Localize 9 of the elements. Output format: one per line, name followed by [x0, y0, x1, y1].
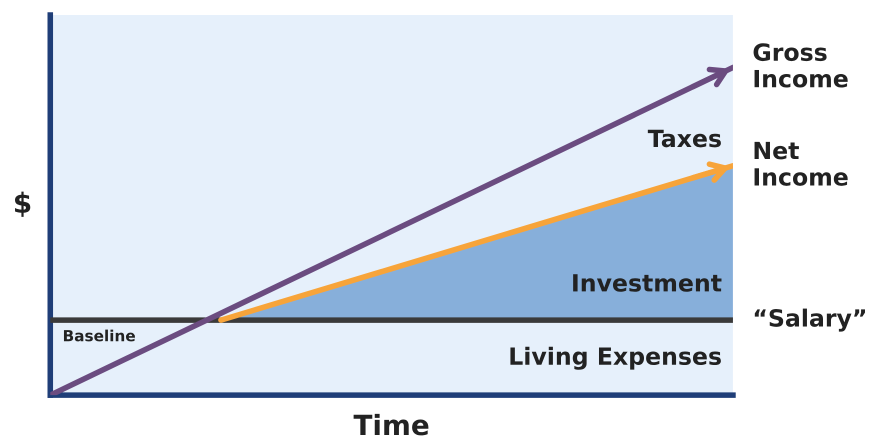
annotation: Investment — [573, 274, 722, 292]
legend-label: Net Income — [754, 142, 848, 186]
annotation: Living Expenses — [510, 346, 721, 370]
series-label: “Salary” — [754, 308, 865, 332]
legend-label: Gross Income — [754, 43, 848, 88]
annotation: Taxes — [648, 130, 721, 148]
annotation: Baseline — [64, 330, 135, 342]
x-axis-title: Time — [354, 414, 428, 436]
y-axis-title: $ — [15, 192, 30, 217]
